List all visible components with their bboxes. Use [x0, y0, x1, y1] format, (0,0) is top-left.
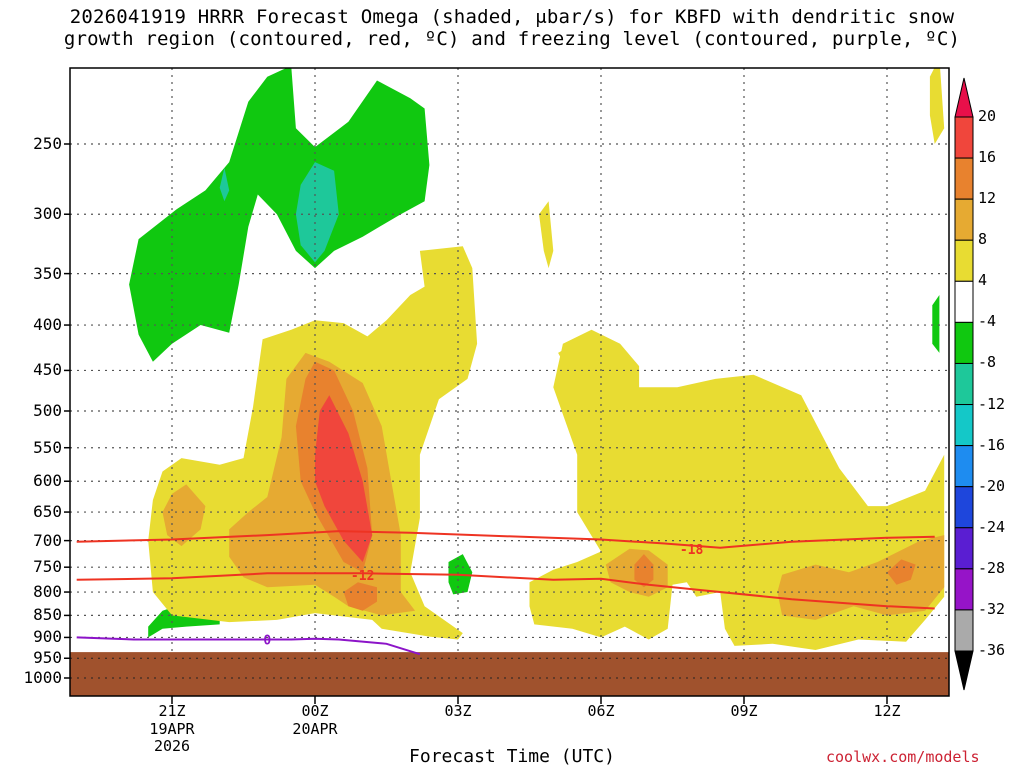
y-tick-label: 350 [33, 263, 62, 283]
y-tick-label: 900 [33, 627, 62, 647]
contour-lines: -12 -18 0 [76, 530, 935, 656]
colorbar-label: -16 [978, 435, 1006, 454]
colorbar-label: 12 [978, 189, 997, 208]
colorbar-label: 4 [978, 271, 988, 290]
chart-title-line2: growth region (contoured, red, ºC) and f… [63, 28, 961, 50]
y-tick-label: 600 [33, 471, 62, 491]
colorbar-label: -32 [978, 599, 1006, 618]
y-tick-label: 700 [33, 530, 62, 550]
omega-yellow-region [539, 201, 554, 269]
x-tick-label: 2026 [153, 737, 191, 755]
y-tick-label: 450 [33, 360, 62, 380]
omega-teal-region [219, 167, 230, 202]
contour-line [76, 572, 935, 610]
contour-label: -12 [351, 569, 374, 584]
omega-yellow-region [558, 347, 568, 362]
colorbar-segment [954, 239, 974, 282]
colorbar-label: 16 [978, 148, 997, 167]
colorbar-label: -12 [978, 394, 1006, 413]
y-tick-label: 650 [33, 502, 62, 522]
ground-fill [70, 652, 949, 696]
x-axis-title: Forecast Time (UTC) [409, 746, 615, 767]
colorbar-label: -28 [978, 558, 1006, 577]
colorbar-segment [954, 486, 974, 529]
ground-layer [70, 652, 949, 696]
y-tick-label: 400 [33, 315, 62, 335]
omega-shading [129, 68, 945, 650]
colorbar-segment [954, 280, 974, 323]
colorbar-segment [954, 157, 974, 200]
y-tick-label: 1000 [23, 668, 62, 687]
contour-label: 0 [263, 634, 271, 649]
omega-yellow-region [929, 68, 945, 144]
omega-green-region [129, 68, 430, 362]
x-tick-label: 00Z [301, 702, 329, 720]
colorbar-segment [954, 116, 974, 159]
colorbar-segment [954, 445, 974, 488]
colorbar-label: -36 [978, 641, 1006, 659]
y-tick-label: 550 [33, 437, 62, 457]
x-tick-label: 06Z [587, 702, 615, 720]
contour-line [76, 530, 935, 549]
plot-frame [69, 67, 950, 697]
colorbar [954, 77, 974, 691]
x-tick-label: 03Z [444, 702, 472, 720]
colorbar-label: -20 [978, 476, 1006, 495]
x-tick-label: 20APR [292, 720, 338, 738]
colorbar-label: 8 [978, 230, 988, 249]
omega-orange-region [634, 554, 654, 588]
colorbar-label: 20 [978, 107, 997, 125]
x-tick-label: 09Z [730, 702, 758, 720]
x-tick-label: 19APR [149, 720, 195, 738]
omega-orange_light-region [777, 535, 945, 620]
colorbar-segment [954, 362, 974, 406]
colorbar-segment [954, 568, 974, 611]
omega-orange_light-region [162, 484, 206, 547]
contour-label: -18 [680, 543, 704, 558]
omega-red-region [315, 395, 373, 562]
colorbar-segment [954, 198, 974, 241]
colorbar-segment [954, 609, 974, 652]
omega-orange-region [887, 559, 916, 585]
colorbar-label: -8 [978, 353, 997, 372]
colorbar-bottom-arrow [954, 650, 974, 691]
colorbar-top-arrow [954, 77, 974, 118]
x-tick-label: 21Z [158, 702, 186, 720]
y-tick-label: 950 [33, 648, 62, 668]
colorbar-segment [954, 321, 974, 364]
colorbar-segment [954, 404, 974, 447]
colorbar-label: -24 [978, 517, 1006, 536]
axis-ticks [64, 143, 888, 704]
contour-line [76, 636, 421, 656]
y-tick-label: 850 [33, 605, 62, 625]
colorbar-segment [954, 527, 974, 570]
y-tick-label: 250 [33, 134, 62, 153]
y-tick-label: 750 [33, 557, 62, 577]
omega-green-region [932, 295, 940, 353]
y-tick-label: 500 [33, 401, 62, 420]
x-tick-label: 12Z [873, 702, 901, 720]
omega-orange-region [343, 582, 377, 611]
omega-teal-region [295, 162, 339, 263]
colorbar-label: -4 [978, 312, 997, 331]
y-tick-label: 300 [33, 204, 62, 224]
chart-title-line1: 2026041919 HRRR Forecast Omega (shaded, … [69, 6, 955, 28]
y-tick-label: 800 [33, 582, 62, 602]
credit-link[interactable]: coolwx.com/models [826, 748, 980, 766]
